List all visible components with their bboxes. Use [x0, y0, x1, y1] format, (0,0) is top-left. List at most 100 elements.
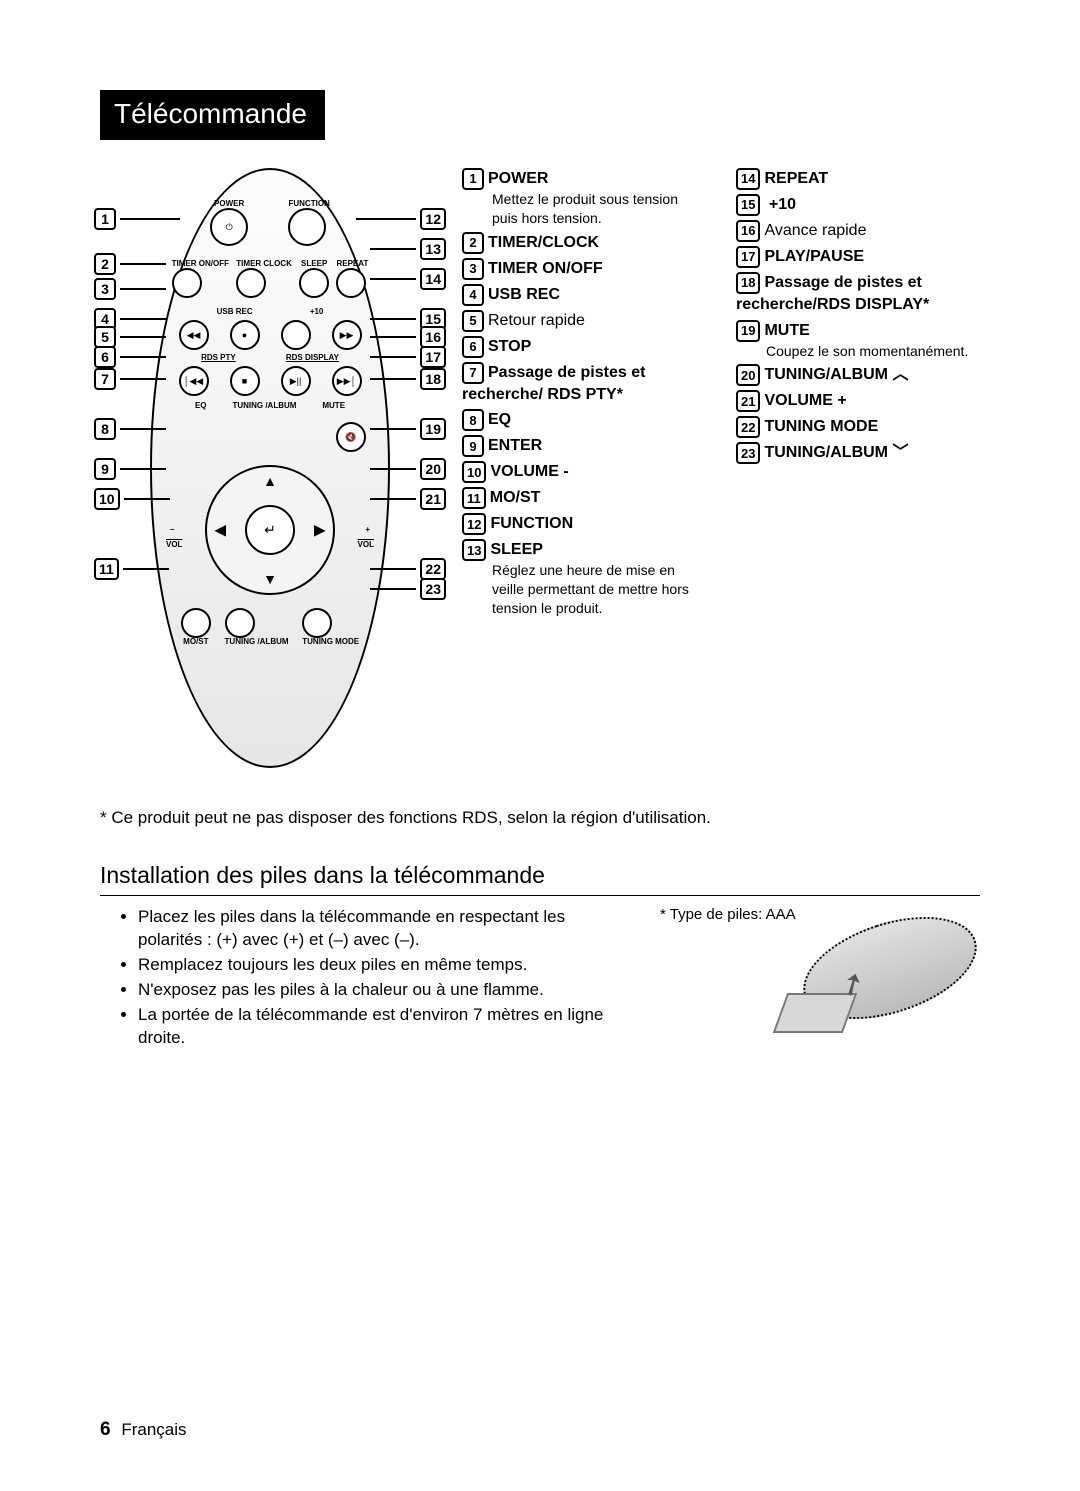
leader-line	[370, 588, 416, 590]
legend-number: 10	[462, 461, 486, 483]
callout-number: 7	[94, 368, 116, 390]
callout-number: 20	[420, 458, 446, 480]
legend-number: 21	[736, 390, 760, 412]
legend-item-5: 5Retour rapide	[462, 310, 706, 332]
label-power: POWER	[210, 200, 248, 208]
callout-3: 3	[94, 278, 166, 300]
fastfwd-icon: ▶▶	[332, 320, 362, 350]
leader-line	[120, 356, 166, 358]
leader-line	[370, 428, 416, 430]
legend-item-3: 3TIMER ON/OFF	[462, 258, 706, 280]
callout-number: 23	[420, 578, 446, 600]
battery-bullet: N'exposez pas les piles à la chaleur ou …	[138, 979, 632, 1002]
legend-desc: Coupez le son momentanément.	[766, 342, 980, 361]
legend-label: Passage de pistes et recherche/ RDS PTY*	[462, 364, 645, 403]
legend-item-16: 16Avance rapide	[736, 220, 980, 242]
legend-label: VOLUME -	[490, 464, 568, 481]
legend-number: 22	[736, 416, 760, 438]
legend-label: TUNING MODE	[764, 419, 878, 436]
callout-9: 9	[94, 458, 166, 480]
legend-col-1: 1POWERMettez le produit sous tension pui…	[462, 168, 706, 622]
legend-number: 12	[462, 513, 486, 535]
leader-line	[356, 218, 416, 220]
legend-item-19: 19MUTE Coupez le son momentanément.	[736, 320, 980, 361]
leader-line	[370, 248, 416, 250]
battery-type-label: * Type de piles: AAA	[660, 906, 796, 923]
legend-item-14: 14REPEAT	[736, 168, 980, 190]
callout-number: 1	[94, 208, 116, 230]
label-usbrec: USB REC	[217, 308, 253, 316]
legend-label: SLEEP	[490, 542, 542, 559]
legend-item-17: 17PLAY/PAUSE	[736, 246, 980, 268]
legend-item-23: 23TUNING/ALBUM ﹀	[736, 442, 980, 464]
legend-number: 19	[736, 320, 760, 342]
stop-icon: ■	[230, 366, 260, 396]
legend-item-12: 12FUNCTION	[462, 513, 706, 535]
legend-label: PLAY/PAUSE	[764, 248, 864, 265]
legend-col-2: 14REPEAT15 +1016Avance rapide17PLAY/PAUS…	[736, 168, 980, 622]
leader-line	[120, 218, 180, 220]
callout-23: 23	[370, 578, 446, 600]
legend-item-7: 7Passage de pistes et recherche/ RDS PTY…	[462, 362, 706, 406]
leader-line	[120, 468, 166, 470]
legend-label: USB REC	[488, 286, 560, 303]
leader-line	[120, 428, 166, 430]
legend-label: TIMER ON/OFF	[488, 260, 603, 277]
legend-item-9: 9ENTER	[462, 435, 706, 457]
legend-item-21: 21VOLUME +	[736, 390, 980, 412]
label-vol-minus: VOL	[166, 540, 182, 549]
legend-number: 9	[462, 435, 484, 457]
btn-sleep-icon	[299, 268, 329, 298]
dpad: ▲ ▼ ◀ ▶ ↵	[205, 465, 335, 595]
leader-line	[370, 336, 416, 338]
page-number: 6	[100, 1419, 111, 1440]
callout-number: 18	[420, 368, 446, 390]
callout-number: 16	[420, 326, 446, 348]
callout-2: 2	[94, 253, 166, 275]
legend-item-22: 22TUNING MODE	[736, 416, 980, 438]
callout-1: 1	[94, 208, 180, 230]
legend-number: 7	[462, 362, 484, 384]
label-tuning-album2: TUNING /ALBUM	[225, 638, 289, 646]
leader-line	[370, 356, 416, 358]
callout-21: 21	[370, 488, 446, 510]
leader-line	[370, 318, 416, 320]
callout-number: 8	[94, 418, 116, 440]
legend-label: MUTE	[764, 322, 809, 339]
dpad-up-icon: ▲	[263, 473, 277, 489]
legend-label: ENTER	[488, 438, 542, 455]
legend-number: 11	[462, 487, 486, 509]
remote-diagram: POWER ⏻ FUNCTION TIMER ON/OFF TIMER CLOC…	[100, 168, 440, 778]
callout-22: 22	[370, 558, 446, 580]
legend-number: 13	[462, 539, 486, 561]
legend-number: 4	[462, 284, 484, 306]
page-footer: 6 Français	[100, 1419, 187, 1441]
legend-desc: Mettez le produit sous tension puis hors…	[492, 190, 706, 228]
legend-item-11: 11MO/ST	[462, 487, 706, 509]
legend-number: 5	[462, 310, 484, 332]
leader-line	[124, 498, 170, 500]
legend: 1POWERMettez le produit sous tension pui…	[462, 168, 980, 622]
legend-item-6: 6STOP	[462, 336, 706, 358]
tuning-mode-button-icon	[302, 608, 332, 638]
leader-line	[370, 278, 416, 280]
rds-footnote: * Ce produit peut ne pas disposer des fo…	[100, 808, 980, 828]
callout-number: 9	[94, 458, 116, 480]
main-row: POWER ⏻ FUNCTION TIMER ON/OFF TIMER CLOC…	[100, 168, 980, 778]
legend-label: +10	[764, 196, 796, 213]
callout-number: 2	[94, 253, 116, 275]
label-plus10: +10	[310, 308, 324, 316]
legend-label: Passage de pistes et recherche/RDS DISPL…	[736, 274, 929, 313]
label-mute: MUTE	[322, 402, 345, 410]
legend-label: VOLUME +	[764, 393, 846, 410]
mute-icon: 🔇	[336, 422, 366, 452]
leader-line	[120, 288, 166, 290]
legend-number: 18	[736, 272, 760, 294]
leader-line	[120, 263, 166, 265]
legend-number: 17	[736, 246, 760, 268]
callout-number: 6	[94, 346, 116, 368]
legend-number: 2	[462, 232, 484, 254]
legend-number: 1	[462, 168, 484, 190]
next-track-icon: ▶▶│	[332, 366, 362, 396]
legend-label: Retour rapide	[488, 312, 585, 329]
